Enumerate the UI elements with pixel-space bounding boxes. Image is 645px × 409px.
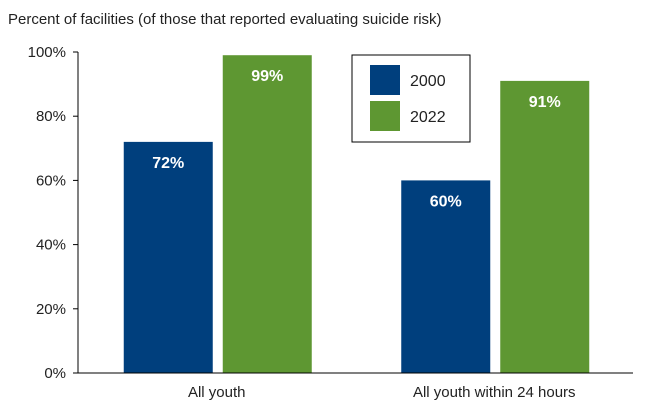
y-tick-label: 40% — [36, 237, 66, 254]
legend-swatch-2022 — [370, 101, 400, 131]
legend-label: 2000 — [410, 73, 446, 90]
data-label: 60% — [430, 193, 462, 210]
y-tick-label: 100% — [28, 44, 66, 61]
bar-2000-2 — [401, 180, 491, 373]
bar-2022-1 — [222, 55, 312, 374]
bars-group: 72% 99% 60% 91% — [123, 55, 590, 374]
x-category-label: All youth — [188, 384, 246, 401]
legend-box — [351, 54, 471, 143]
y-tick-label: 20% — [36, 301, 66, 318]
bar-2000-1 — [123, 141, 213, 373]
chart-title: Percent of facilities (of those that rep… — [8, 11, 442, 28]
x-category-label: All youth within 24 hours — [413, 384, 576, 401]
legend-swatch-2000 — [370, 65, 400, 95]
data-label: 72% — [152, 155, 184, 172]
y-tick-label: 0% — [44, 365, 66, 382]
legend: 2000 2022 — [351, 54, 471, 143]
y-tick-label: 60% — [36, 172, 66, 189]
legend-label: 2022 — [410, 109, 446, 126]
bar-2022-2 — [500, 80, 590, 373]
data-label: 99% — [251, 68, 283, 85]
x-axis: All youth All youth within 24 hours — [78, 372, 633, 401]
data-label: 91% — [529, 94, 561, 111]
y-axis: 0% 20% 40% 60% 80% 100% — [28, 44, 79, 382]
y-tick-label: 80% — [36, 108, 66, 125]
